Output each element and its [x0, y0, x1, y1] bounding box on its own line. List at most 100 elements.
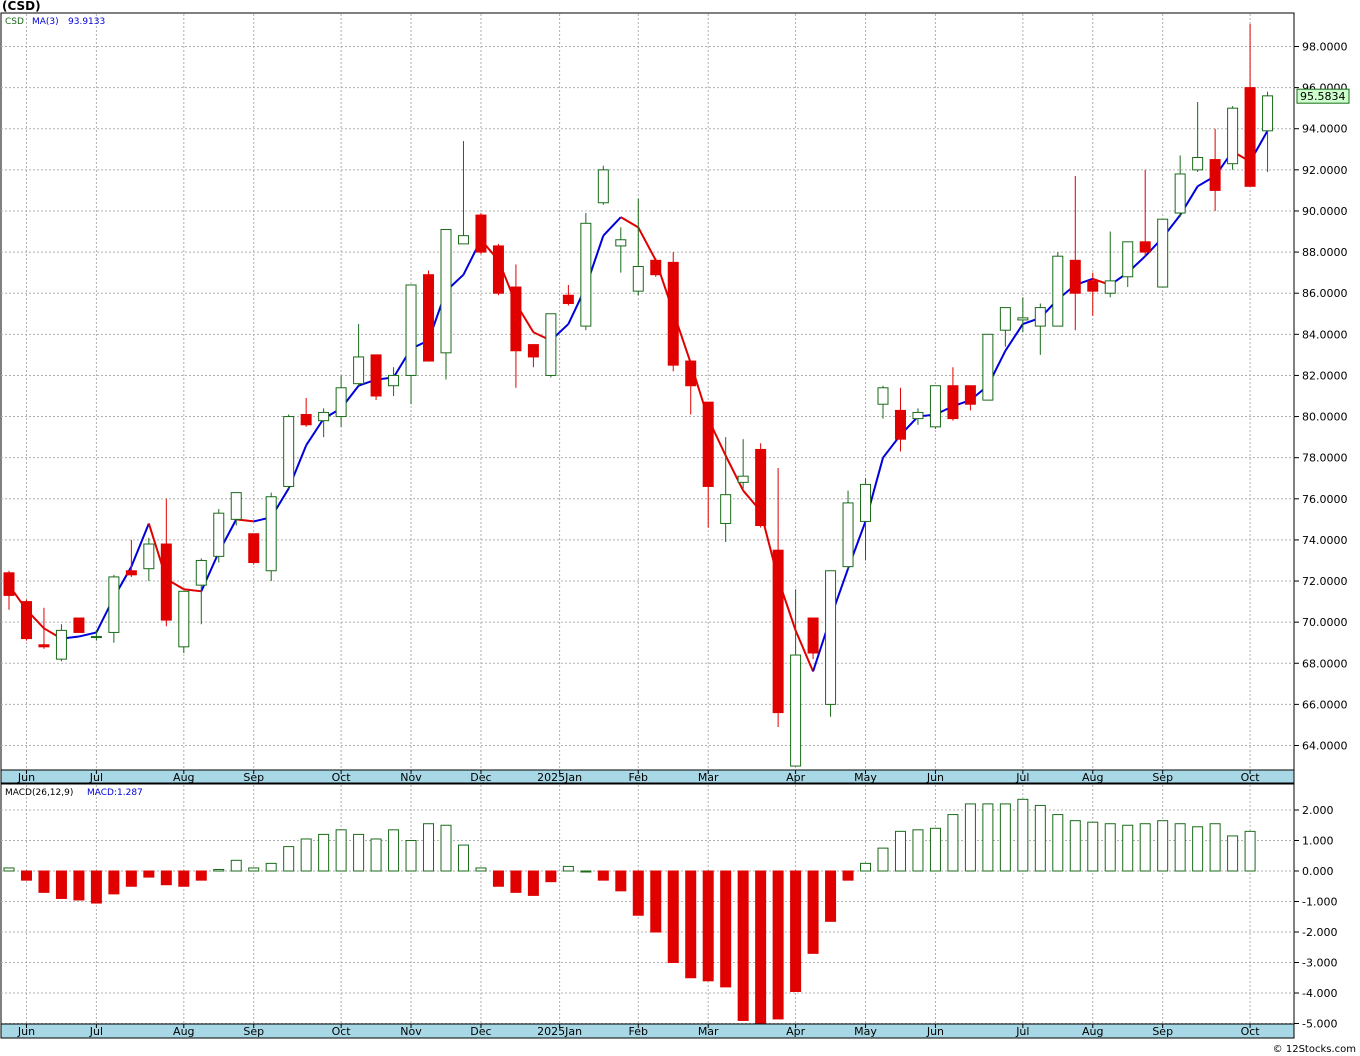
candle-body [405, 284, 417, 376]
macd-bar [964, 803, 976, 872]
candle-body [1052, 255, 1064, 327]
macd-bar [860, 862, 872, 872]
candle-body [38, 644, 50, 648]
price-tick-label: 78.0000 [1302, 452, 1348, 465]
macd-bar [1122, 824, 1134, 872]
x-tick-label: Nov [400, 1025, 422, 1038]
macd-bar [597, 870, 609, 881]
candle-body [108, 576, 120, 633]
macd-bar [1244, 830, 1256, 872]
candle-body [912, 411, 924, 420]
candle-body [894, 409, 906, 440]
x-tick-label: Jul [89, 1025, 103, 1038]
price-tick-label: 98.0000 [1302, 41, 1348, 54]
candle-body [160, 543, 172, 621]
macd-bar [73, 870, 85, 901]
candle-body [650, 259, 662, 276]
x-tick-label: Jul [1015, 1025, 1029, 1038]
candle-body [440, 228, 452, 354]
last-price-tag: 95.5834 [1296, 88, 1350, 104]
candle-body [1017, 317, 1029, 321]
candle-body [423, 274, 435, 362]
macd-bar [1192, 826, 1204, 872]
last-price-label: 95.5834 [1300, 90, 1346, 103]
macd-bar [38, 870, 50, 893]
candle-body [755, 448, 767, 527]
candle-body [999, 307, 1011, 331]
ma-segment [602, 216, 622, 237]
macd-bar [1034, 804, 1046, 872]
candle-body [1262, 95, 1274, 132]
macd-bar [1104, 823, 1116, 872]
macd-bar [842, 870, 854, 881]
macd-bar [265, 862, 277, 872]
price-tick-label: 84.0000 [1302, 328, 1348, 341]
candle-body [720, 494, 732, 524]
x-tick-label: Aug [173, 1025, 194, 1038]
ma-segment [1004, 323, 1024, 352]
candle-body [1192, 157, 1204, 171]
candle-body [318, 411, 330, 422]
macd-bar [90, 870, 102, 904]
macd-tick-label: 2.000 [1302, 804, 1334, 817]
price-x-axis-labels: Jun Jul Aug Sep Oct Nov Dec 2025Jan Feb Mar Apr May… [17, 770, 1260, 784]
candle-body [1139, 241, 1151, 253]
macd-bar [20, 870, 32, 881]
x-tick-label: Sep [1152, 771, 1173, 784]
x-tick-label: Jun [17, 771, 35, 784]
x-tick-label: Oct [1241, 771, 1261, 784]
candle-body [929, 385, 941, 428]
macd-x-axis-bar [0, 1023, 1295, 1039]
macd-bar [755, 870, 767, 1024]
ma-segment [305, 418, 325, 446]
price-tick-label: 72.0000 [1302, 575, 1348, 588]
candle-body [737, 475, 749, 483]
candle-body [475, 214, 487, 253]
macd-bar [423, 823, 435, 872]
macd-bar [632, 870, 644, 916]
macd-tick-label: -3.000 [1302, 957, 1337, 970]
x-tick-label: Sep [243, 771, 264, 784]
macd-bar [318, 833, 330, 872]
ma-segment [794, 629, 815, 672]
candle-body [125, 570, 137, 576]
candle-body [1122, 241, 1134, 278]
macd-bar [125, 870, 137, 887]
macd-bar [195, 870, 207, 881]
legend-ma-value: 93.9133 [68, 17, 105, 27]
price-tick-label: 68.0000 [1302, 657, 1348, 670]
macd-bar [650, 870, 662, 933]
candle-body [1104, 280, 1116, 294]
candle-body [807, 617, 819, 654]
macd-bar [230, 859, 242, 872]
ma-segment [637, 226, 657, 261]
macd-bar [1157, 820, 1169, 872]
x-tick-label: Aug [1082, 771, 1103, 784]
legend-symbol: CSD [5, 17, 24, 27]
macd-legend-value: MACD:1.287 [87, 788, 143, 798]
price-tick-label: 90.0000 [1302, 205, 1348, 218]
candle-body [1069, 259, 1081, 294]
macd-bar [720, 870, 732, 988]
macd-bar [825, 870, 837, 922]
candle-body [597, 169, 609, 204]
macd-bar [807, 870, 819, 954]
price-tick-label: 70.0000 [1302, 616, 1348, 629]
candle-body [1174, 173, 1186, 214]
x-tick-label: 2025Jan [537, 1025, 582, 1038]
macd-bar [1174, 823, 1186, 872]
x-tick-label: Oct [1241, 1025, 1261, 1038]
x-tick-label: Mar [698, 771, 719, 784]
macd-bar [108, 870, 120, 895]
x-tick-label: Jun [926, 1025, 944, 1038]
candle-body [667, 261, 679, 366]
macd-bar [457, 844, 469, 872]
macd-bar [545, 870, 557, 883]
ticker-title: (CSD) [2, 0, 41, 13]
macd-bar [894, 830, 906, 872]
candle-body [492, 245, 504, 294]
x-tick-label: Jun [17, 1025, 35, 1038]
x-tick-label: Nov [400, 771, 422, 784]
macd-legend-name: MACD(26,12,9) [5, 788, 73, 798]
